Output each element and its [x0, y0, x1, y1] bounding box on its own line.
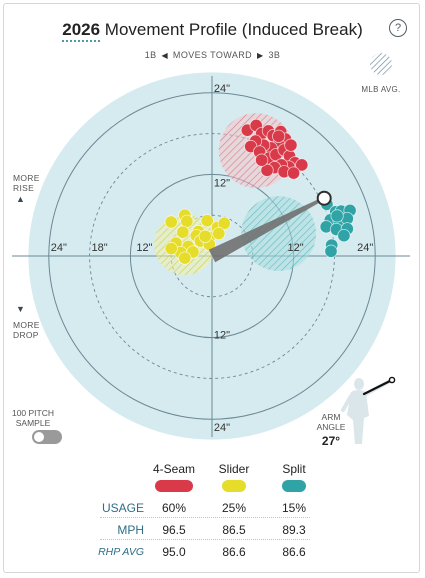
pitch-toggle-split[interactable] [282, 480, 306, 492]
direction-left-label: 1B [144, 50, 157, 60]
pitch-point-split [337, 229, 351, 243]
pitch-point-slider [200, 214, 214, 228]
more-rise-label: MORE RISE [13, 173, 40, 193]
tick-down-12: 12" [214, 330, 230, 342]
mph-slider: 86.5 [222, 523, 246, 537]
tick-up-12: 12" [214, 177, 230, 189]
direction-right-label: 3B [268, 50, 281, 60]
pitch-toggle-slider[interactable] [222, 480, 246, 492]
usage-split: 15% [281, 501, 307, 515]
pitch-toggle-4seam[interactable] [155, 480, 193, 492]
mph-split: 89.3 [282, 523, 306, 537]
pitch-point-4-seam [272, 129, 286, 143]
pitch-point-4-seam [284, 138, 298, 152]
ring-tick-labels: 24" 12" 12" 24" 24" 18" 12" 12" 24" [51, 83, 374, 434]
arm-angle-label: ARM ANGLE [316, 412, 346, 432]
pitch-point-split [324, 244, 338, 258]
tick-right-12: 12" [288, 242, 304, 254]
usage-4seam: 60% [161, 501, 187, 515]
pitch-name-slider: Slider [218, 462, 250, 476]
season-year[interactable]: 2026 [62, 20, 101, 42]
tick-left-24: 24" [51, 242, 67, 254]
pitch-point-4-seam [295, 158, 309, 172]
pitcher-figure-icon [341, 376, 396, 444]
rhp-avg-row-label: RHP AVG [98, 546, 144, 558]
help-icon[interactable]: ? [389, 19, 407, 37]
pitch-point-slider [164, 215, 178, 229]
pitch-name-4seam: 4-Seam [152, 462, 196, 476]
rhp-avg-slider: 86.6 [222, 545, 246, 559]
row-divider [100, 539, 310, 540]
sample-label: 100 PITCH SAMPLE [11, 408, 55, 428]
mph-row-label: MPH [117, 523, 144, 537]
drop-arrow-icon: ▼ [16, 304, 25, 314]
direction-indicator: 1B ◀ MOVES TOWARD ▶ 3B [0, 50, 425, 60]
more-drop-label: MORE DROP [13, 320, 40, 340]
pitch-point-slider [176, 225, 190, 239]
arm-angle-vector [208, 190, 332, 263]
mlb-avg-legend: MLB AVG. [356, 50, 406, 94]
pitch-point-slider [198, 229, 212, 243]
pitch-point-split [330, 209, 344, 223]
pitch-point-4-seam [260, 163, 274, 177]
right-arrow-icon: ▶ [256, 51, 264, 60]
pitch-point-slider [164, 241, 178, 256]
mph-4seam: 96.5 [162, 523, 186, 537]
pitch-point-slider [178, 251, 192, 265]
tick-up-24: 24" [214, 83, 230, 95]
tick-left-18: 18" [92, 242, 108, 254]
row-divider [100, 517, 310, 518]
arm-vector-bar [208, 196, 325, 263]
pitch-point-4-seam [255, 153, 269, 167]
tick-right-24: 24" [357, 242, 373, 254]
direction-center-label: MOVES TOWARD [172, 50, 253, 60]
sample-toggle[interactable] [32, 430, 62, 444]
tick-left-12: 12" [136, 242, 152, 254]
rhp-avg-split: 86.6 [282, 545, 306, 559]
arm-vector-endpoint [316, 190, 332, 206]
usage-row-label: USAGE [101, 501, 144, 515]
toggle-knob [34, 432, 44, 442]
mlb-avg-hatch-icon [370, 53, 392, 75]
pitch-name-split: Split [282, 462, 306, 476]
pitch-point-slider [212, 226, 226, 241]
chart-title: 2026 Movement Profile (Induced Break) [0, 20, 425, 42]
pitch-point-slider [217, 216, 231, 230]
left-arrow-icon: ◀ [161, 51, 169, 60]
usage-slider: 25% [221, 501, 247, 515]
rhp-avg-4seam: 95.0 [162, 545, 186, 559]
title-text: Movement Profile (Induced Break) [100, 20, 363, 39]
mlb-avg-label: MLB AVG. [361, 85, 401, 94]
arm-angle-value: 27° [321, 434, 341, 448]
pitch-point-4-seam [286, 166, 301, 180]
tick-down-24: 24" [214, 422, 230, 434]
rise-arrow-icon: ▲ [16, 194, 25, 204]
